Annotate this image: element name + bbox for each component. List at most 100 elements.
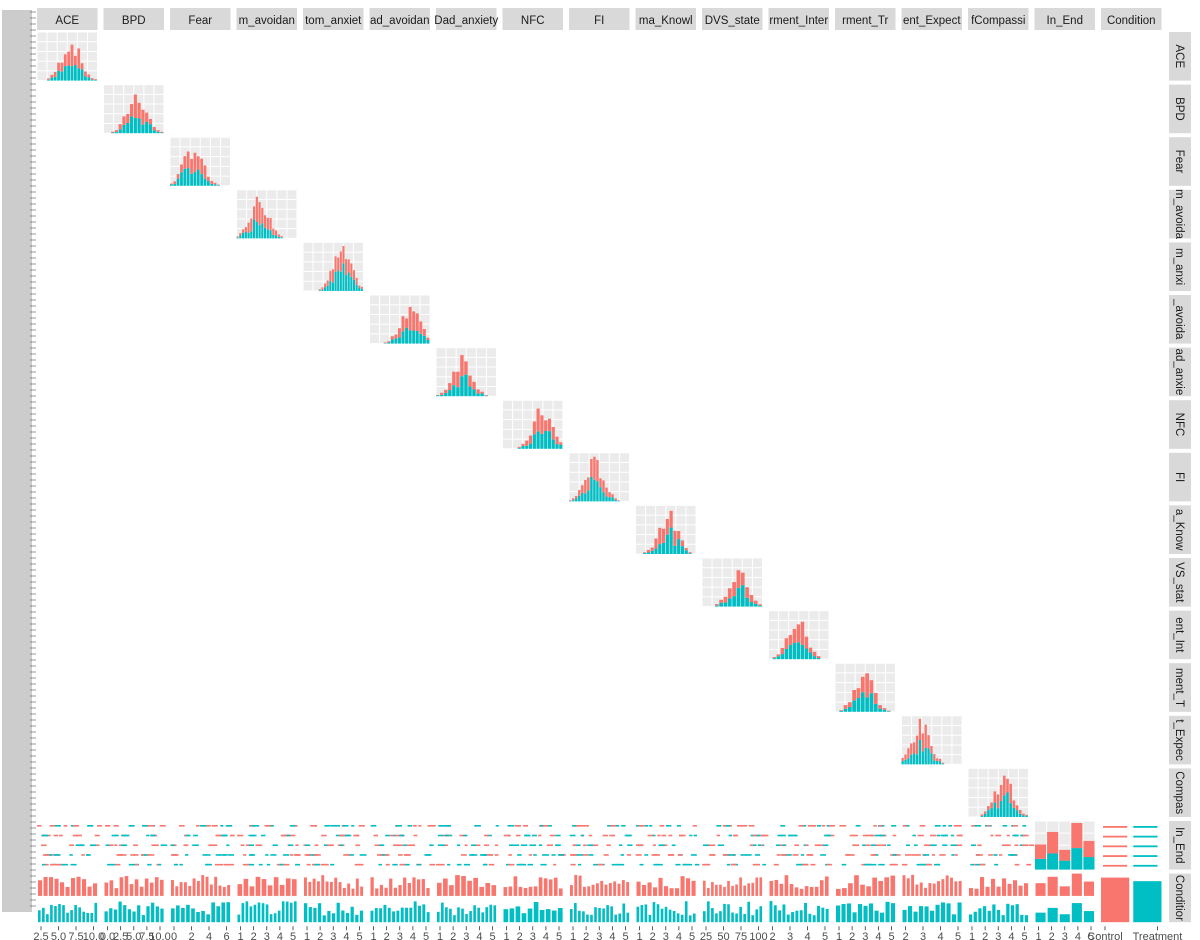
histogram-bar (605, 487, 608, 497)
histogram-bar (444, 389, 448, 394)
histogram-bar (239, 233, 242, 236)
histogram-bar (148, 118, 153, 125)
row-strip-label: BPD (1173, 97, 1185, 121)
strip-mark (620, 854, 625, 856)
x-tick-label: 0.0 (100, 931, 115, 940)
x-tick-label: 4 (676, 931, 682, 940)
x-tick-label: 1 (570, 931, 576, 940)
facet-bar (58, 904, 61, 923)
strip-mark (58, 834, 63, 837)
facet-bar (825, 908, 829, 923)
histogram-bar (415, 313, 419, 331)
strip-mark (211, 825, 218, 827)
x-tick-label: 1 (304, 931, 310, 940)
facet-bar (426, 912, 430, 923)
strip-mark (248, 854, 255, 856)
strip-mark (538, 844, 543, 847)
facet-bar (789, 884, 794, 896)
histogram-bar (129, 104, 134, 117)
strip-mark (658, 844, 665, 847)
strip-mark (403, 844, 407, 847)
histogram-bar (924, 747, 927, 765)
strip-mark (845, 854, 852, 856)
strip-mark (1012, 834, 1019, 837)
facet-bar (930, 910, 935, 923)
row-strip-label: ACE (1173, 44, 1185, 68)
facet-bar (321, 875, 325, 896)
histogram-bar (352, 270, 356, 280)
strip-mark (392, 863, 398, 866)
facet-bar (273, 877, 279, 896)
facet-bar (598, 908, 601, 923)
facet-bar (188, 885, 192, 896)
strip-mark (1022, 844, 1029, 847)
histogram-bar (1083, 857, 1095, 870)
strip-mark (223, 863, 229, 866)
strip-mark (583, 844, 587, 847)
histogram-bar (324, 287, 327, 291)
strip-mark (644, 854, 649, 856)
column-strip: DVS_state (702, 8, 763, 30)
facet-bar (688, 915, 692, 923)
histogram-bar (339, 271, 342, 291)
histogram-bar (532, 434, 536, 449)
strip-mark (515, 834, 521, 837)
row-strip: NFC (1169, 400, 1191, 449)
strip-mark (407, 825, 412, 827)
histogram-bar (572, 500, 575, 502)
strip-mark (185, 834, 191, 837)
x-tick-label: 4 (476, 931, 482, 940)
strip-mark (311, 863, 317, 866)
strip-mark (517, 854, 522, 856)
histogram-bar (882, 709, 887, 712)
facet-bar (946, 903, 951, 923)
histogram-bar (452, 371, 456, 386)
facet-bar (114, 888, 119, 896)
strip-mark (520, 844, 528, 847)
x-tick-label: 4 (609, 931, 615, 940)
strip-mark (572, 825, 577, 827)
histogram-bar (118, 124, 122, 130)
strip-mark (159, 825, 166, 827)
strip-mark (913, 844, 918, 847)
facet-bar (676, 913, 680, 923)
strip-mark (722, 854, 729, 856)
histogram-bar (213, 184, 217, 186)
strip-mark (577, 863, 582, 866)
strip-mark (376, 854, 383, 856)
lower-panel (304, 875, 364, 923)
strip-mark (1001, 844, 1009, 847)
histogram-bar (337, 257, 340, 271)
strip-mark (509, 844, 514, 847)
facet-bar (54, 906, 57, 923)
facet-bar (151, 902, 155, 923)
histogram-bar (684, 548, 688, 551)
facet-bar (795, 910, 799, 923)
facet-bar (196, 880, 200, 896)
facet-bar (154, 877, 159, 896)
facet-bar (455, 875, 460, 896)
strip-mark (215, 854, 221, 856)
facet-bar (902, 909, 907, 923)
histogram-bar (878, 708, 882, 712)
histogram-bar (472, 389, 476, 397)
strip-mark (144, 854, 149, 856)
histogram-bar (532, 421, 536, 435)
histogram-bar (345, 259, 348, 276)
facet-bar (243, 878, 249, 896)
strip-mark (668, 854, 675, 856)
facet-bar (255, 876, 261, 896)
strip-mark (971, 844, 977, 847)
histogram-bar (643, 553, 647, 554)
facet-bar (672, 911, 676, 923)
strip-mark (668, 834, 673, 837)
histogram-bar (321, 289, 324, 291)
strip-mark (777, 834, 783, 837)
facet-bar (171, 879, 174, 896)
histogram-bar (1025, 815, 1028, 817)
histogram-bar (269, 217, 272, 231)
facet-bar (538, 877, 543, 896)
histogram-bar (193, 152, 197, 173)
histogram-bar (792, 628, 797, 644)
